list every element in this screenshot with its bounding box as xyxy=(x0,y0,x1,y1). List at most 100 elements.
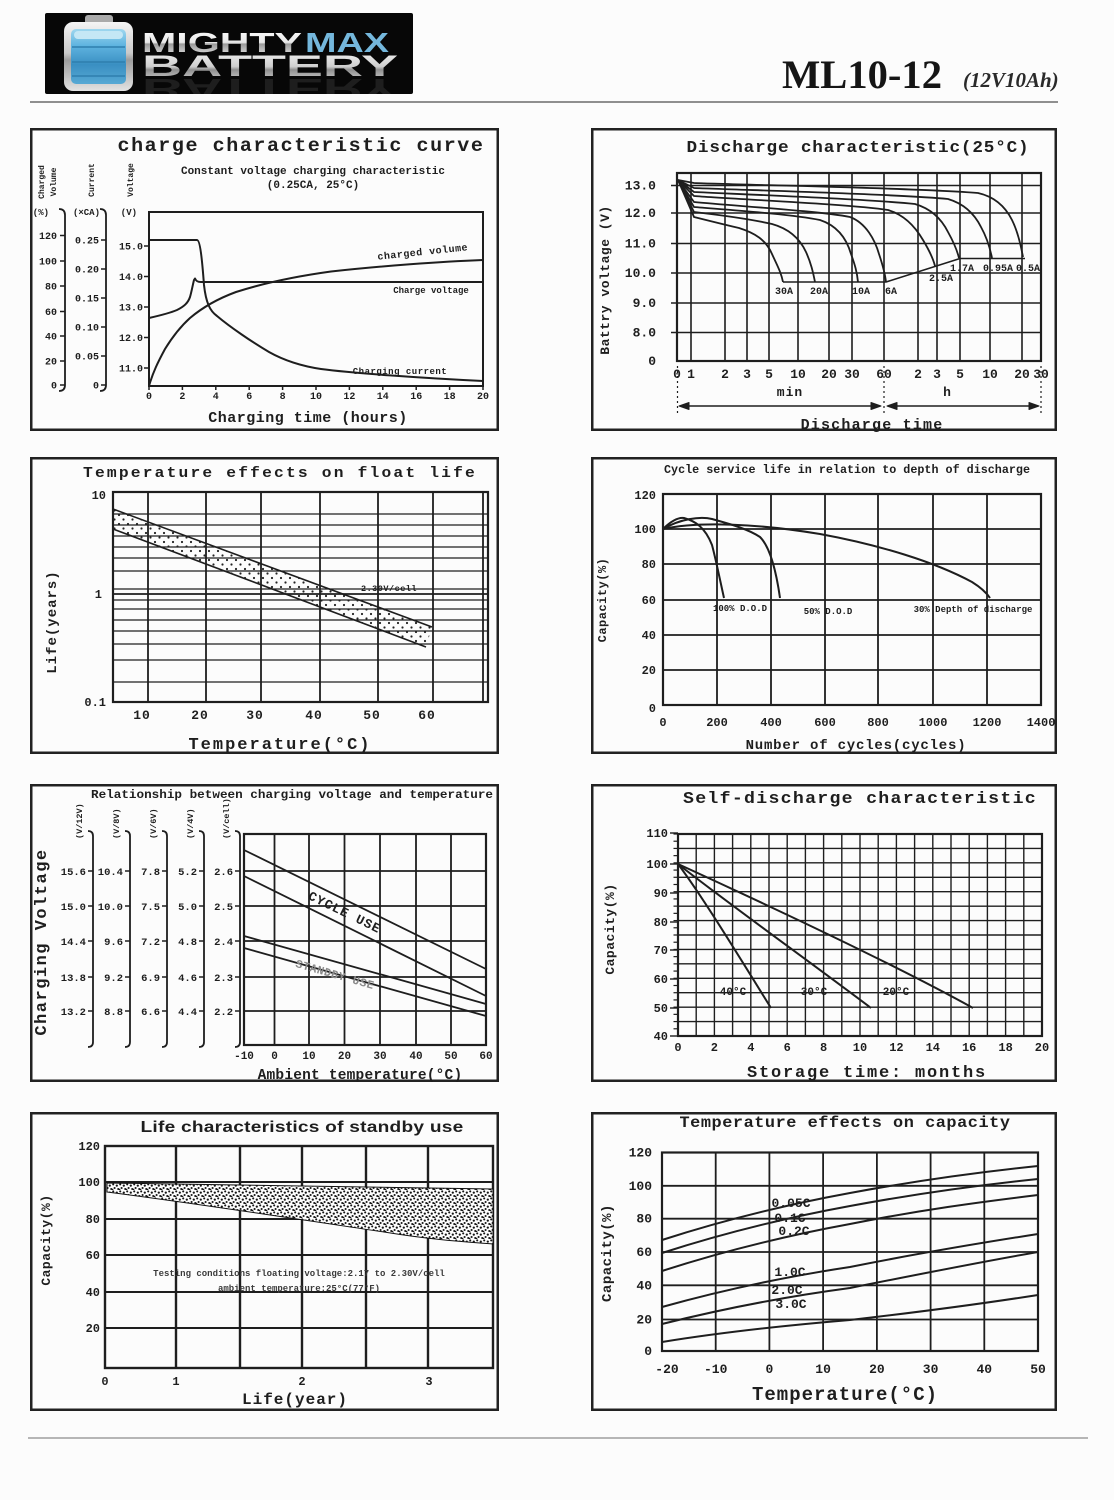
svg-text:3.0C: 3.0C xyxy=(775,1297,806,1312)
svg-text:Discharge characteristic(25°C): Discharge characteristic(25°C) xyxy=(687,139,1030,158)
svg-text:(0.25CA, 25°C): (0.25CA, 25°C) xyxy=(267,180,359,192)
svg-text:40°C: 40°C xyxy=(720,987,747,999)
svg-text:120: 120 xyxy=(629,1146,653,1161)
svg-text:90: 90 xyxy=(654,887,668,901)
svg-text:MIGHTY: MIGHTY xyxy=(142,27,302,58)
svg-text:9.6: 9.6 xyxy=(104,937,123,949)
svg-text:1: 1 xyxy=(95,588,102,602)
svg-text:Current: Current xyxy=(88,163,97,197)
svg-text:0.1C: 0.1C xyxy=(774,1211,805,1226)
svg-text:10A: 10A xyxy=(852,287,870,298)
svg-text:Capacity(%): Capacity(%) xyxy=(600,1204,616,1302)
svg-text:Ambient temperature(°C): Ambient temperature(°C) xyxy=(258,1068,463,1084)
svg-text:1200: 1200 xyxy=(973,716,1002,730)
svg-text:13.2: 13.2 xyxy=(61,1007,86,1019)
svg-text:20: 20 xyxy=(642,664,656,678)
svg-text:20: 20 xyxy=(191,708,209,723)
svg-text:20: 20 xyxy=(86,1322,100,1336)
svg-text:charge characteristic curve: charge characteristic curve xyxy=(118,135,485,157)
svg-text:6.9: 6.9 xyxy=(141,973,160,985)
svg-text:13.0: 13.0 xyxy=(119,304,143,315)
svg-text:Storage time: months: Storage time: months xyxy=(747,1064,987,1083)
svg-text:Temperature effects on float l: Temperature effects on float life xyxy=(83,465,477,482)
svg-text:min: min xyxy=(777,385,803,400)
svg-text:11.0: 11.0 xyxy=(119,365,143,376)
svg-text:Discharge time: Discharge time xyxy=(801,417,944,434)
svg-text:1400: 1400 xyxy=(1027,716,1056,730)
svg-text:MAX: MAX xyxy=(305,27,389,58)
svg-text:11.0: 11.0 xyxy=(625,237,656,252)
svg-text:0: 0 xyxy=(649,702,656,716)
svg-text:0.10: 0.10 xyxy=(75,324,99,335)
svg-text:400: 400 xyxy=(760,716,782,730)
svg-text:Self-discharge characteristic: Self-discharge characteristic xyxy=(683,790,1037,809)
svg-text:(V/cell): (V/cell) xyxy=(222,798,232,839)
svg-text:20: 20 xyxy=(821,367,837,382)
svg-text:10: 10 xyxy=(815,1362,831,1377)
svg-text:40: 40 xyxy=(976,1362,992,1377)
svg-text:Charging time (hours): Charging time (hours) xyxy=(208,410,408,427)
svg-text:Charging current: Charging current xyxy=(353,367,447,377)
svg-text:0: 0 xyxy=(659,716,666,730)
svg-text:10: 10 xyxy=(982,367,998,382)
svg-text:13.8: 13.8 xyxy=(61,973,86,985)
svg-text:18: 18 xyxy=(444,392,456,403)
svg-text:60: 60 xyxy=(654,973,668,987)
svg-text:2: 2 xyxy=(298,1375,305,1389)
svg-text:ambient temperature:25°C(77°F): ambient temperature:25°C(77°F) xyxy=(218,1284,380,1294)
svg-text:2.3: 2.3 xyxy=(214,973,233,985)
svg-text:-20: -20 xyxy=(655,1362,679,1377)
svg-text:120: 120 xyxy=(634,489,656,503)
svg-text:10: 10 xyxy=(310,392,322,403)
svg-text:40: 40 xyxy=(654,1030,668,1044)
svg-text:0: 0 xyxy=(271,1051,278,1063)
svg-text:-10: -10 xyxy=(234,1051,254,1063)
svg-text:13.0: 13.0 xyxy=(625,179,656,194)
svg-text:4.4: 4.4 xyxy=(178,1007,197,1019)
svg-text:15.0: 15.0 xyxy=(119,243,143,254)
svg-text:Voltage: Voltage xyxy=(127,163,136,197)
svg-text:(V/8V): (V/8V) xyxy=(112,808,122,839)
svg-text:50: 50 xyxy=(363,708,381,723)
svg-text:70: 70 xyxy=(654,944,668,958)
svg-text:(12V10Ah): (12V10Ah) xyxy=(963,68,1059,92)
svg-text:0: 0 xyxy=(51,382,57,393)
svg-text:20: 20 xyxy=(45,358,57,369)
svg-text:(V/12V): (V/12V) xyxy=(75,803,85,839)
svg-text:20°C: 20°C xyxy=(883,987,910,999)
svg-text:0: 0 xyxy=(146,392,152,403)
svg-text:60: 60 xyxy=(86,1249,100,1263)
svg-text:20: 20 xyxy=(636,1313,652,1328)
svg-text:2.30V/cell: 2.30V/cell xyxy=(361,584,417,594)
svg-text:9.2: 9.2 xyxy=(104,973,123,985)
svg-text:14: 14 xyxy=(377,392,389,403)
svg-text:Charged: Charged xyxy=(38,165,47,199)
svg-text:20: 20 xyxy=(1014,367,1030,382)
svg-text:6: 6 xyxy=(246,392,252,403)
svg-text:0: 0 xyxy=(648,354,656,369)
svg-text:2: 2 xyxy=(721,367,729,382)
svg-text:Life characteristics of standb: Life characteristics of standby use xyxy=(141,1119,464,1136)
svg-text:5.0: 5.0 xyxy=(178,902,197,914)
svg-text:800: 800 xyxy=(867,716,889,730)
svg-text:8.8: 8.8 xyxy=(104,1007,123,1019)
svg-text:120: 120 xyxy=(78,1140,100,1154)
svg-text:1.0C: 1.0C xyxy=(774,1265,805,1280)
svg-text:10: 10 xyxy=(133,708,151,723)
svg-text:Temperature(°C): Temperature(°C) xyxy=(188,736,371,755)
svg-text:0.2C: 0.2C xyxy=(778,1224,809,1239)
svg-text:Cycle service life in relation: Cycle service life in relation to depth … xyxy=(664,464,1030,477)
svg-text:(V): (V) xyxy=(121,208,137,218)
svg-text:Capacity(%): Capacity(%) xyxy=(603,883,618,974)
svg-text:20: 20 xyxy=(338,1051,351,1063)
svg-text:14.4: 14.4 xyxy=(61,937,86,949)
svg-text:30: 30 xyxy=(844,367,860,382)
svg-text:600: 600 xyxy=(814,716,836,730)
svg-text:30: 30 xyxy=(923,1362,939,1377)
svg-text:80: 80 xyxy=(642,558,656,572)
svg-text:6.6: 6.6 xyxy=(141,1007,160,1019)
svg-text:1000: 1000 xyxy=(919,716,948,730)
svg-text:0: 0 xyxy=(765,1362,773,1377)
svg-text:8: 8 xyxy=(820,1041,827,1055)
svg-text:4: 4 xyxy=(213,392,219,403)
